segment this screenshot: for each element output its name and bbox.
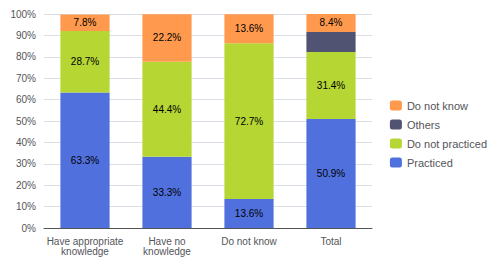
svg-text:100%: 100% [10,9,36,20]
svg-text:50%: 50% [16,116,36,127]
svg-text:60%: 60% [16,94,36,105]
svg-text:Do not practiced: Do not practiced [407,138,487,150]
svg-text:8.4%: 8.4% [320,17,343,28]
svg-text:50.9%: 50.9% [317,168,345,179]
svg-text:10%: 10% [16,201,36,212]
svg-text:knowledge: knowledge [143,246,191,257]
svg-text:Have appropriate: Have appropriate [46,235,124,247]
svg-text:13.6%: 13.6% [235,23,263,34]
svg-text:70%: 70% [16,73,36,84]
svg-text:44.4%: 44.4% [153,104,181,115]
svg-text:20%: 20% [16,180,36,191]
svg-text:63.3%: 63.3% [71,155,99,166]
svg-text:knowledge: knowledge [61,246,109,257]
svg-text:Do not know: Do not know [407,100,468,112]
svg-text:33.3%: 33.3% [153,187,181,198]
svg-text:40%: 40% [16,137,36,148]
svg-text:Have no: Have no [148,235,186,247]
svg-text:0%: 0% [22,223,37,234]
svg-text:7.8%: 7.8% [74,17,97,28]
svg-text:80%: 80% [16,51,36,62]
svg-text:22.2%: 22.2% [153,32,181,43]
svg-text:13.6%: 13.6% [235,208,263,219]
svg-text:30%: 30% [16,158,36,169]
svg-text:31.4%: 31.4% [317,80,345,91]
svg-text:Do not know: Do not know [221,236,277,247]
svg-text:72.7%: 72.7% [235,116,263,127]
svg-text:Others: Others [407,119,441,131]
svg-text:Total: Total [320,236,341,247]
svg-text:Practiced: Practiced [407,157,453,169]
svg-text:28.7%: 28.7% [71,56,99,67]
svg-text:90%: 90% [16,30,36,41]
